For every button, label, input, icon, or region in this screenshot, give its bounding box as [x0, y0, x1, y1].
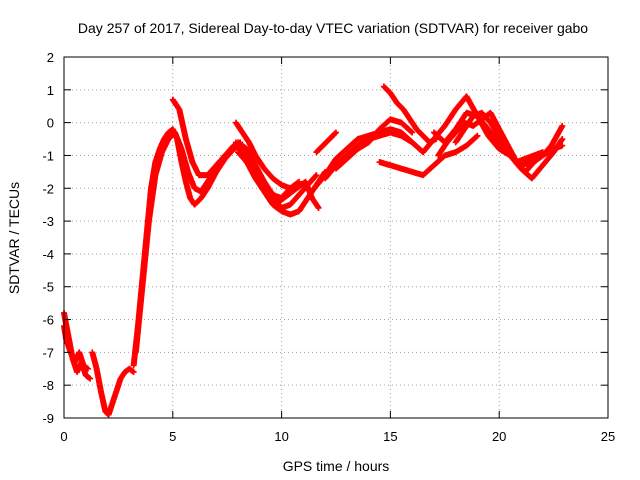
data-point [129, 368, 136, 375]
data-point [312, 173, 319, 180]
x-tick-label: 15 [383, 429, 397, 444]
data-point [315, 204, 322, 211]
y-tick-label: -1 [42, 148, 54, 163]
y-tick-label: -8 [42, 378, 54, 393]
y-tick-label: 2 [47, 50, 54, 65]
ticks [63, 56, 609, 419]
data-point [409, 129, 416, 136]
data-point [296, 178, 303, 185]
data-point [473, 133, 480, 140]
data-point [559, 122, 566, 129]
chart-title: Day 257 of 2017, Sidereal Day-to-day VTE… [78, 20, 588, 36]
y-tick-label: -3 [42, 214, 54, 229]
x-tick-label: 25 [601, 429, 615, 444]
x-tick-label: 10 [274, 429, 288, 444]
series-arc-b [61, 309, 94, 382]
data-point [559, 136, 566, 143]
series-arc-l [311, 126, 427, 192]
x-axis-label: GPS time / hours [283, 458, 390, 474]
data-point [333, 129, 339, 136]
series-arc-o [313, 129, 339, 156]
y-tick-label: 1 [47, 83, 54, 98]
data-point [332, 130, 339, 137]
data-point [87, 375, 94, 382]
y-tick-label: -9 [42, 411, 54, 426]
series-arc-n [333, 116, 416, 172]
series-arc-q [376, 132, 481, 179]
data-point [539, 149, 546, 156]
data-point [409, 139, 416, 146]
series-arc-k [232, 119, 294, 192]
y-tick-label: -6 [42, 313, 54, 328]
data-point [313, 172, 320, 179]
data-point [408, 128, 415, 135]
y-tick-label: -4 [42, 247, 54, 262]
x-tick-label: 5 [169, 429, 176, 444]
series-arc-c [89, 349, 137, 418]
data-point [474, 132, 481, 139]
series-arc-p [380, 83, 440, 146]
data-point [294, 179, 301, 186]
series-arc-u [452, 109, 546, 166]
series-arc-e [132, 129, 244, 356]
x-tick-label: 20 [492, 429, 506, 444]
data-point [130, 369, 137, 376]
plot-marks [61, 83, 566, 418]
plot-frame [63, 56, 609, 419]
y-tick-label: 0 [47, 116, 54, 131]
x-tick-label: 0 [60, 429, 67, 444]
data-point [287, 185, 294, 192]
y-tick-label: -5 [42, 280, 54, 295]
data-point [86, 374, 93, 381]
y-axis-label: SDTVAR / TECUs [6, 182, 22, 294]
y-tick-label: -7 [42, 345, 54, 360]
y-tick-label: -2 [42, 181, 54, 196]
